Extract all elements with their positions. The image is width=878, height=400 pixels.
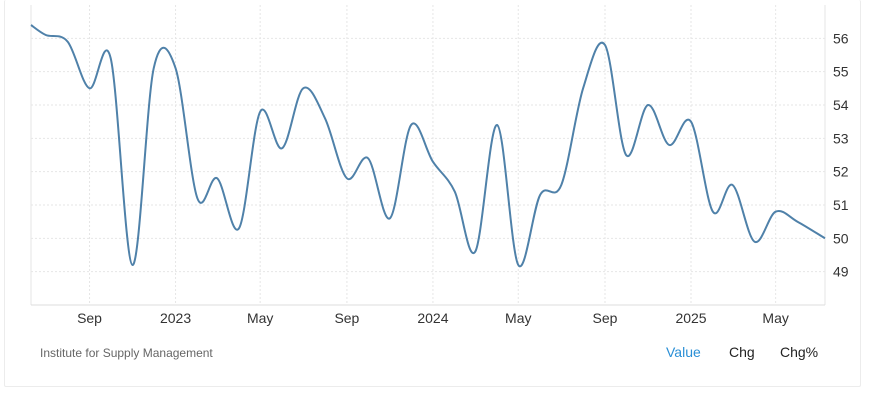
tab-value[interactable]: Value bbox=[666, 344, 701, 360]
series-line bbox=[30, 24, 826, 268]
chart-card: 49 50 51 52 53 54 55 56 Sep 2023 May Sep 2024 May Sep… bbox=[4, 0, 861, 387]
y-axis: 49 50 51 52 53 54 55 56 bbox=[833, 30, 849, 279]
source-label: Institute for Supply Management bbox=[40, 346, 213, 360]
y-tick-label: 52 bbox=[833, 164, 849, 180]
x-tick-label: Sep bbox=[77, 310, 102, 326]
y-tick-label: 55 bbox=[833, 64, 849, 80]
y-tick-label: 49 bbox=[833, 264, 849, 280]
x-axis: Sep 2023 May Sep 2024 May Sep 2025 May bbox=[77, 310, 789, 326]
x-tick-label: May bbox=[762, 310, 788, 326]
tab-chg[interactable]: Chg bbox=[729, 344, 755, 360]
x-tick-label: May bbox=[247, 310, 273, 326]
x-tick-label: 2025 bbox=[675, 310, 706, 326]
x-tick-label: 2023 bbox=[160, 310, 191, 326]
x-tick-label: May bbox=[505, 310, 531, 326]
chart-grid bbox=[30, 5, 826, 306]
y-tick-label: 56 bbox=[833, 30, 849, 46]
y-tick-label: 53 bbox=[833, 130, 849, 146]
y-tick-label: 51 bbox=[833, 197, 849, 213]
x-tick-label: 2024 bbox=[417, 310, 448, 326]
y-tick-label: 50 bbox=[833, 230, 849, 246]
x-tick-label: Sep bbox=[593, 310, 618, 326]
y-tick-label: 54 bbox=[833, 97, 849, 113]
x-tick-label: Sep bbox=[334, 310, 359, 326]
series-layer bbox=[30, 24, 826, 268]
tab-chg-percent[interactable]: Chg% bbox=[780, 344, 819, 360]
